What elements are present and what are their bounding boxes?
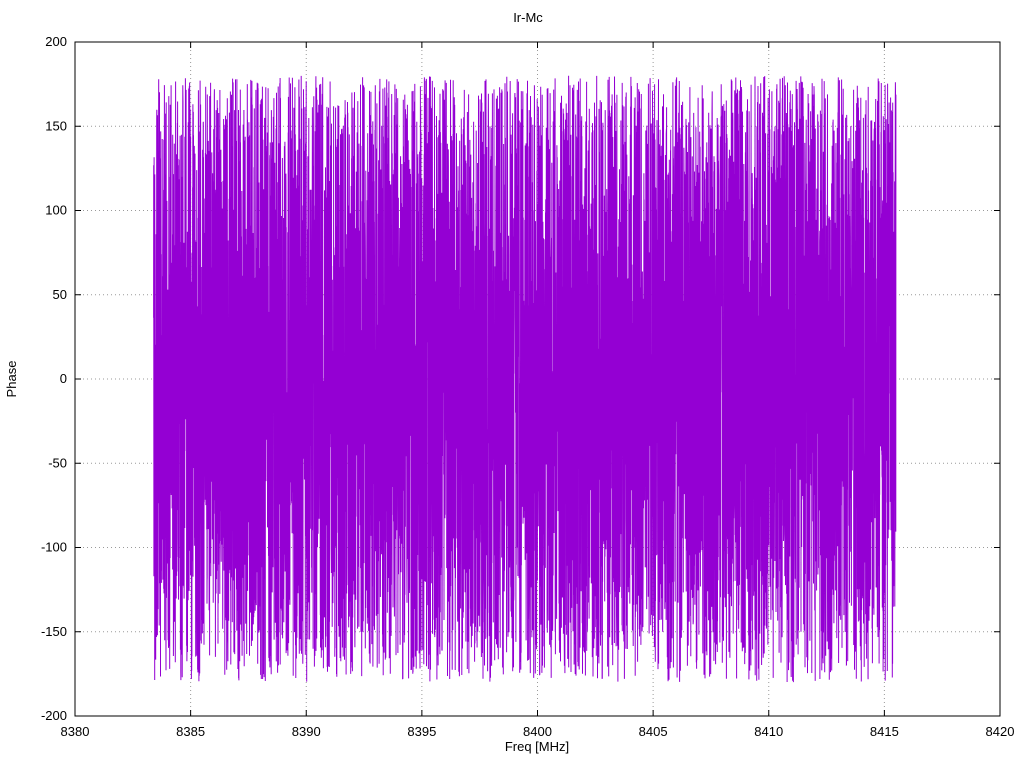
y-tick-label: 200 [45,34,67,49]
y-tick-label: 50 [53,287,67,302]
x-axis-label: Freq [MHz] [505,739,569,754]
y-tick-label: -200 [41,708,67,723]
axes [74,41,1001,717]
x-tick-label: 8395 [407,724,436,739]
data-series [153,75,897,683]
x-tick-label: 8385 [176,724,205,739]
x-tick-label: 8390 [292,724,321,739]
y-tick-label: -100 [41,540,67,555]
y-tick-label: -50 [48,455,67,470]
x-tick-label: 8380 [61,724,90,739]
y-tick-label: -150 [41,624,67,639]
y-tick-label: 0 [60,371,67,386]
x-tick-label: 8400 [523,724,552,739]
y-tick-label: 150 [45,118,67,133]
x-tick-label: 8420 [986,724,1015,739]
series-phase [153,75,897,683]
x-tick-label: 8405 [639,724,668,739]
x-tick-label: 8410 [754,724,783,739]
chart-title: Ir-Mc [513,10,543,25]
tick-labels: 8380 8385 8390 8395 8400 8405 8410 8415 8420 -200… [41,34,1014,739]
x-tick-label: 8415 [870,724,899,739]
y-tick-label: 100 [45,203,67,218]
y-axis-label: Phase [4,361,19,398]
